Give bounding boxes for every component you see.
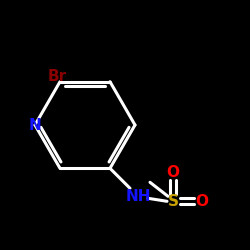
Text: Br: Br bbox=[48, 69, 66, 84]
Text: O: O bbox=[166, 165, 179, 180]
Text: NH: NH bbox=[125, 189, 151, 204]
Text: O: O bbox=[196, 194, 208, 209]
Text: S: S bbox=[168, 194, 178, 209]
Text: N: N bbox=[28, 118, 42, 132]
